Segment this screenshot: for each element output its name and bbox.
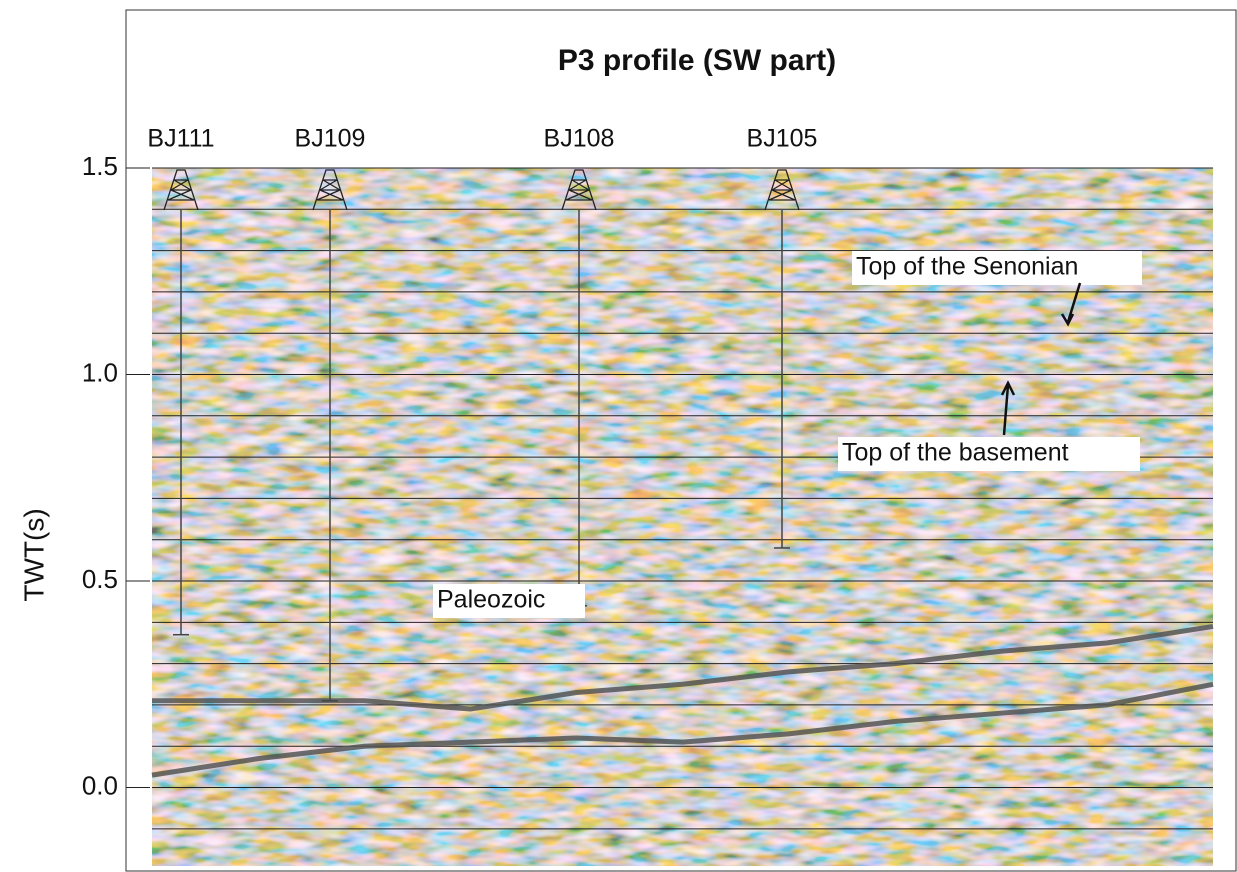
chart-title: P3 profile (SW part) <box>558 44 836 77</box>
y-tick-label: 1.5 <box>82 151 118 181</box>
arrow <box>1060 282 1082 327</box>
y-tick-label: 0.0 <box>82 770 118 800</box>
horizon-label: Top of the basement <box>842 439 1069 467</box>
y-tick-label: 1.0 <box>82 357 118 387</box>
horizon-label: Top of the Senonian <box>856 253 1078 281</box>
label-box <box>433 584 585 618</box>
well-label: BJ108 <box>544 125 615 153</box>
well-label: BJ111 <box>147 125 214 153</box>
derrick-icon <box>561 169 597 211</box>
frame <box>125 9 1237 872</box>
annotation: Paleozoic <box>437 586 545 614</box>
derrick-icon <box>312 169 348 211</box>
y-tick-label: 0.5 <box>82 564 118 594</box>
derrick-icon <box>764 169 800 211</box>
horizon-line <box>151 681 1214 778</box>
derrick-icon <box>163 169 199 211</box>
label-box <box>838 437 1140 471</box>
y-axis-label: TWT(s) <box>18 508 49 601</box>
arrow <box>1000 380 1016 436</box>
well-label: BJ105 <box>747 125 818 153</box>
well-label: BJ109 <box>295 125 366 153</box>
label-box <box>852 251 1142 285</box>
